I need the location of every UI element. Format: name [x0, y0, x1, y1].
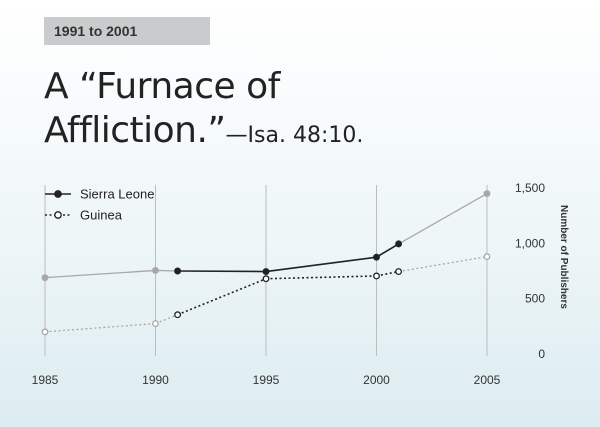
series-1-point [373, 272, 380, 280]
series-1-point [41, 328, 49, 336]
series-0-segment [177, 270, 267, 273]
y-axis-label: Number of Publishers [558, 205, 569, 309]
period-tag: 1991 to 2001 [44, 17, 210, 45]
title-line-1: A “Furnace of [44, 66, 280, 107]
legend-label: Guinea [80, 208, 123, 223]
series-0-segment [265, 256, 377, 273]
y-tick-label: 1,500 [515, 181, 545, 195]
series-1-segment [155, 314, 178, 325]
legend-marker [54, 211, 62, 219]
series-1-segment [177, 278, 267, 316]
y-axis-ticks: 0 500 1,000 1,500 [515, 181, 545, 361]
legend-label: Sierra Leone [80, 187, 154, 202]
x-axis-ticks: 1985 1990 1995 2000 2005 [32, 373, 501, 387]
x-tick-label: 1995 [253, 373, 280, 387]
series-0-point [174, 267, 182, 275]
series-1-segment [398, 255, 488, 273]
x-tick-label: 1990 [142, 373, 169, 387]
legend-marker [54, 190, 62, 198]
series-markers [41, 190, 491, 336]
series-1-point [262, 275, 270, 283]
series-0-segment [44, 269, 156, 279]
x-tick-label: 2000 [363, 373, 390, 387]
x-tick-label: 1985 [32, 373, 59, 387]
title-line-2: Affliction.” [44, 110, 226, 151]
series-0-point [373, 253, 380, 261]
series-0-point [262, 268, 270, 276]
series-1-point [483, 253, 491, 261]
series-0-point [41, 274, 49, 282]
series-0-segment [155, 269, 178, 272]
series-0-point [152, 266, 159, 274]
page-title: A “Furnace of Affliction.”—Isa. 48:10. [44, 65, 363, 158]
series-0-segment [398, 192, 488, 245]
series-lines [44, 192, 488, 333]
series-1-segment [376, 270, 399, 277]
y-tick-label: 500 [525, 292, 545, 306]
legend: Sierra Leone Guinea [45, 187, 154, 223]
x-tick-label: 2005 [474, 373, 501, 387]
series-0-segment [376, 243, 400, 258]
series-1-point [395, 268, 403, 276]
y-tick-label: 0 [538, 347, 545, 361]
series-0-point [395, 240, 403, 248]
series-1-point [174, 311, 182, 319]
series-1-segment [265, 275, 377, 280]
series-1-segment [44, 322, 156, 333]
series-0-point [483, 190, 491, 197]
series-1-point [152, 320, 159, 328]
scripture-citation: —Isa. 48:10. [225, 123, 364, 148]
y-tick-label: 1,000 [515, 236, 545, 250]
